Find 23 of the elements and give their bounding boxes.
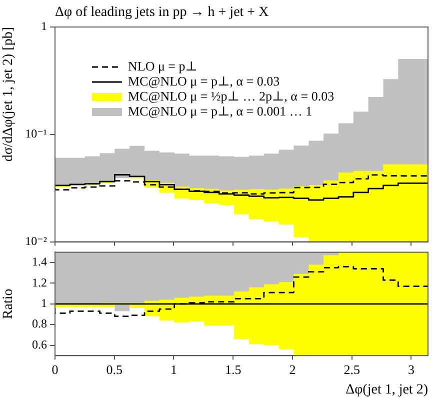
legend-label: MC@NLO μ = ½p⊥ … 2p⊥, α = 0.03 <box>128 88 334 104</box>
y-axis-title: Ratio <box>1 288 16 320</box>
y-tick-label: 10⁻¹ <box>25 126 48 141</box>
legend-label: MC@NLO μ = p⊥, α = 0.03 <box>128 73 280 88</box>
y-tick-label: 1.2 <box>32 275 47 290</box>
x-tick-label: 3 <box>408 362 414 377</box>
y-tick-label: 10⁻² <box>25 234 48 248</box>
y-tick-label: 1 <box>41 19 47 34</box>
y-tick-label: 0.6 <box>32 337 47 352</box>
chart-title: Δφ of leading jets in pp → h + jet + X <box>55 5 269 20</box>
legend-label: MC@NLO μ = p⊥, α = 0.001 … 1 <box>128 103 312 118</box>
x-tick-label: 2 <box>289 362 296 377</box>
y-tick-label: 0.8 <box>32 316 47 331</box>
y-tick-label: 1 <box>41 296 47 310</box>
legend-label: NLO μ = p⊥ <box>128 58 198 74</box>
y-tick-label: 1.4 <box>32 254 47 269</box>
x-tick-label: 1.5 <box>224 362 242 377</box>
x-tick-label: 0.5 <box>106 362 122 377</box>
x-axis-title: Δφ(jet 1, jet 2) <box>346 382 428 398</box>
y-axis-title: dσ/dΔφ(jet 1, jet 2) [pb] <box>1 27 16 162</box>
x-tick-label: 1 <box>170 362 177 377</box>
x-tick-label: 0 <box>52 362 58 377</box>
x-tick-label: 2.5 <box>344 362 360 377</box>
